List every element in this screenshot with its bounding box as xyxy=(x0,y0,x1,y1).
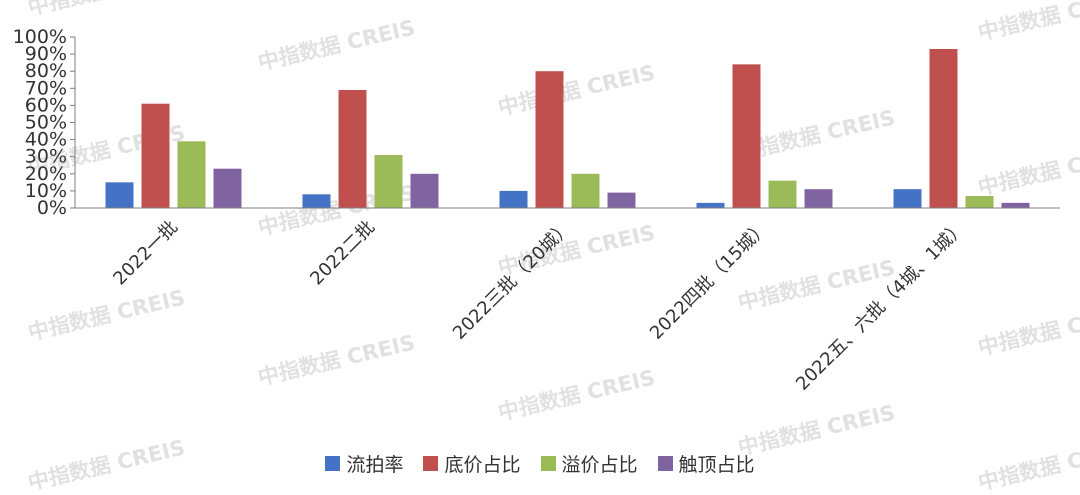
y-tick-label: 70% xyxy=(25,77,67,99)
y-axis: 0%10%20%30%40%50%60%70%80%90%100% xyxy=(13,26,76,219)
bar-流拍率 xyxy=(499,190,528,208)
bar-触顶占比 xyxy=(213,168,242,208)
watermark-text: 中指数据 CREIS xyxy=(496,365,657,424)
watermark-text: 中指数据 CREIS xyxy=(26,0,187,20)
bar-溢价占比 xyxy=(571,173,600,208)
y-tick-label: 30% xyxy=(25,146,67,168)
y-tick-label: 40% xyxy=(25,129,67,151)
y-tick-label: 10% xyxy=(25,180,67,202)
y-tick-label: 90% xyxy=(25,43,67,65)
bar-底价占比 xyxy=(732,64,761,208)
y-tick-label: 0% xyxy=(37,197,67,219)
legend-item: 底价占比 xyxy=(423,450,521,477)
bar-溢价占比 xyxy=(177,141,206,208)
legend-swatch xyxy=(325,456,341,471)
watermark-text: 中指数据 CREIS xyxy=(256,15,417,74)
y-tick-label: 100% xyxy=(13,26,67,48)
bar-流拍率 xyxy=(893,189,922,208)
bar-溢价占比 xyxy=(768,180,797,208)
bar-底价占比 xyxy=(338,90,367,208)
legend-swatch xyxy=(423,456,439,471)
bar-触顶占比 xyxy=(1001,202,1030,208)
legend-swatch xyxy=(657,456,673,471)
legend-item: 溢价占比 xyxy=(540,450,638,477)
watermark-text: 中指数据 CREIS xyxy=(976,140,1080,199)
y-tick-label: 50% xyxy=(25,112,67,134)
legend-label: 底价占比 xyxy=(444,454,521,476)
y-tick-label: 60% xyxy=(25,94,67,116)
bar-流拍率 xyxy=(105,182,134,208)
bar-溢价占比 xyxy=(374,154,403,208)
bar-底价占比 xyxy=(141,103,170,208)
bar-流拍率 xyxy=(302,194,331,208)
legend-label: 流拍率 xyxy=(346,454,404,476)
bar-溢价占比 xyxy=(965,196,994,208)
bar-流拍率 xyxy=(696,202,725,208)
x-category-label: 2022三批（20城） xyxy=(449,217,576,344)
watermark-text: 中指数据 CREIS xyxy=(256,330,417,389)
legend-swatch xyxy=(540,456,556,471)
watermark-text: 中指数据 CREIS xyxy=(496,60,657,119)
bar-触顶占比 xyxy=(410,173,439,208)
bars xyxy=(105,48,1030,208)
legend-item: 触顶占比 xyxy=(657,450,755,477)
x-category-label: 2022四批（15城） xyxy=(646,217,773,344)
x-category-label: 2022一批 xyxy=(109,217,182,290)
bar-底价占比 xyxy=(535,71,564,208)
x-category-label: 2022五、六批（4城、1城） xyxy=(792,217,970,395)
bar-触顶占比 xyxy=(804,189,833,208)
watermark-text: 中指数据 CREIS xyxy=(976,0,1080,45)
legend: 流拍率 底价占比 溢价占比 触顶占比 xyxy=(0,450,1080,477)
bar-底价占比 xyxy=(929,48,958,208)
legend-label: 溢价占比 xyxy=(561,454,638,476)
y-tick-label: 80% xyxy=(25,60,67,82)
x-axis: 2022一批 2022二批 2022三批（20城） 2022四批（15城） 2022五、… xyxy=(75,207,1060,395)
legend-item: 流拍率 xyxy=(325,450,403,477)
watermark-text: 中指数据 CREIS xyxy=(26,285,187,344)
legend-label: 触顶占比 xyxy=(678,454,755,476)
watermark-text: 中指数据 CREIS xyxy=(976,300,1080,359)
bar-触顶占比 xyxy=(607,192,636,208)
x-category-label: 2022二批 xyxy=(306,217,379,290)
y-tick-label: 20% xyxy=(25,163,67,185)
